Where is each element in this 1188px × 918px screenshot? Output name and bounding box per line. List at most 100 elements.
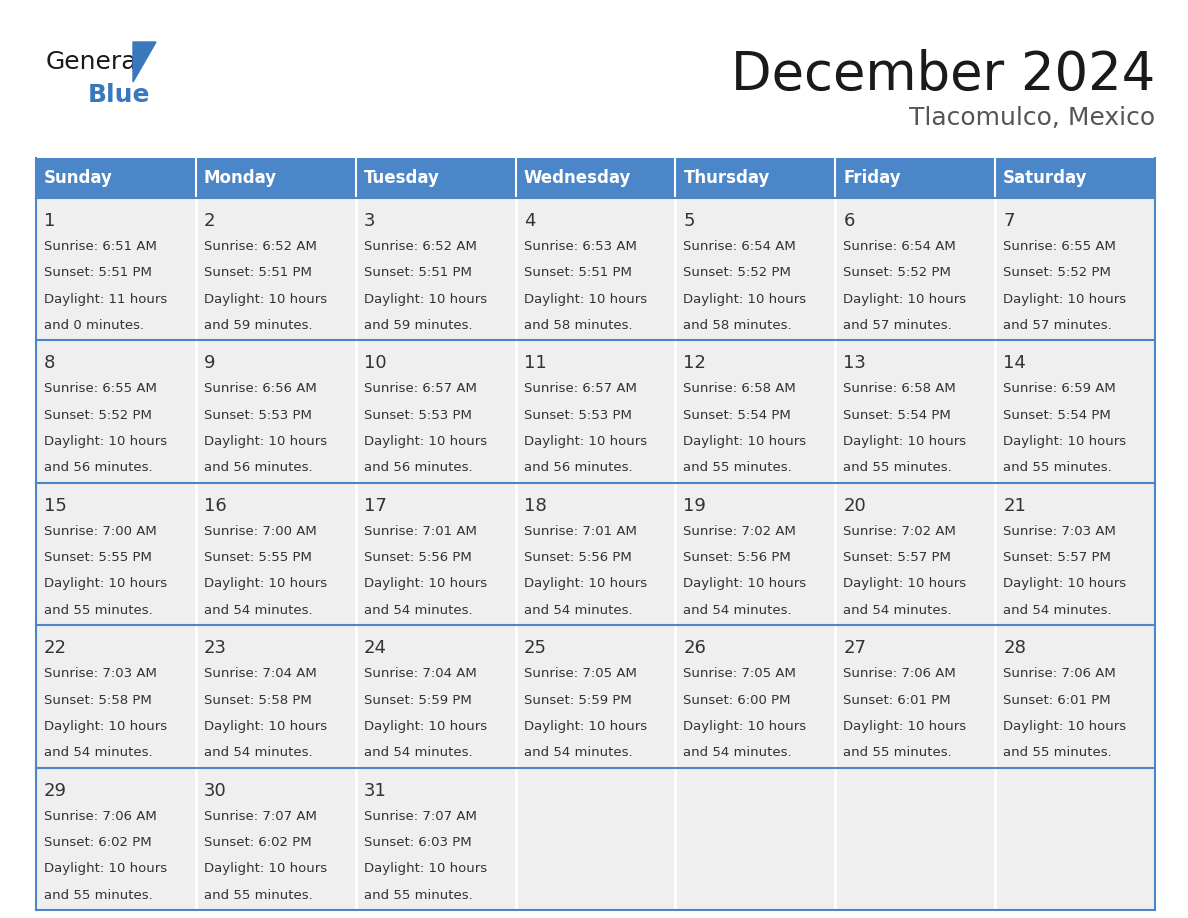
Bar: [196, 483, 355, 625]
Polygon shape: [133, 42, 156, 82]
Text: Sunset: 5:52 PM: Sunset: 5:52 PM: [1003, 266, 1111, 279]
Text: Tlacomulco, Mexico: Tlacomulco, Mexico: [909, 106, 1155, 130]
Text: 13: 13: [843, 354, 866, 373]
Text: Sunset: 5:51 PM: Sunset: 5:51 PM: [204, 266, 311, 279]
Text: Sunset: 5:58 PM: Sunset: 5:58 PM: [204, 693, 311, 707]
Text: Sunset: 5:55 PM: Sunset: 5:55 PM: [44, 551, 152, 565]
Text: 31: 31: [364, 781, 386, 800]
Text: Sunset: 5:55 PM: Sunset: 5:55 PM: [204, 551, 311, 565]
Text: Sunset: 6:01 PM: Sunset: 6:01 PM: [843, 693, 950, 707]
Text: Sunrise: 6:56 AM: Sunrise: 6:56 AM: [204, 383, 317, 396]
Bar: [996, 158, 1155, 198]
Bar: [676, 483, 835, 625]
Text: 20: 20: [843, 497, 866, 515]
Text: and 0 minutes.: and 0 minutes.: [44, 319, 144, 332]
Text: Daylight: 10 hours: Daylight: 10 hours: [524, 435, 646, 448]
Text: 6: 6: [843, 212, 854, 230]
Text: and 58 minutes.: and 58 minutes.: [524, 319, 632, 332]
Text: Daylight: 10 hours: Daylight: 10 hours: [683, 435, 807, 448]
Text: Sunrise: 7:00 AM: Sunrise: 7:00 AM: [44, 525, 157, 538]
Text: Sunrise: 6:52 AM: Sunrise: 6:52 AM: [364, 240, 476, 253]
Text: 2: 2: [204, 212, 215, 230]
Text: Daylight: 10 hours: Daylight: 10 hours: [683, 720, 807, 733]
Text: Sunrise: 7:06 AM: Sunrise: 7:06 AM: [1003, 667, 1116, 680]
Text: and 59 minutes.: and 59 minutes.: [364, 319, 473, 332]
Bar: [835, 198, 996, 341]
Text: Sunrise: 7:06 AM: Sunrise: 7:06 AM: [843, 667, 956, 680]
Text: Sunset: 5:53 PM: Sunset: 5:53 PM: [524, 409, 632, 421]
Text: Sunset: 5:54 PM: Sunset: 5:54 PM: [843, 409, 952, 421]
Text: Daylight: 10 hours: Daylight: 10 hours: [204, 577, 327, 590]
Text: Sunset: 5:52 PM: Sunset: 5:52 PM: [44, 409, 152, 421]
Text: Daylight: 10 hours: Daylight: 10 hours: [364, 720, 487, 733]
Text: Wednesday: Wednesday: [524, 169, 631, 187]
Text: and 54 minutes.: and 54 minutes.: [843, 604, 952, 617]
Text: Sunrise: 6:59 AM: Sunrise: 6:59 AM: [1003, 383, 1116, 396]
Text: Sunset: 5:57 PM: Sunset: 5:57 PM: [843, 551, 952, 565]
Text: and 58 minutes.: and 58 minutes.: [683, 319, 792, 332]
Bar: [196, 198, 355, 341]
Text: Sunrise: 6:58 AM: Sunrise: 6:58 AM: [683, 383, 796, 396]
Bar: [835, 625, 996, 767]
Text: 28: 28: [1003, 639, 1026, 657]
Text: and 57 minutes.: and 57 minutes.: [1003, 319, 1112, 332]
Bar: [36, 198, 196, 341]
Text: Sunset: 5:57 PM: Sunset: 5:57 PM: [1003, 551, 1111, 565]
Text: Sunrise: 6:55 AM: Sunrise: 6:55 AM: [1003, 240, 1116, 253]
Text: 30: 30: [204, 781, 227, 800]
Text: Sunset: 5:52 PM: Sunset: 5:52 PM: [843, 266, 952, 279]
Text: 23: 23: [204, 639, 227, 657]
Text: Sunday: Sunday: [44, 169, 113, 187]
Text: Daylight: 10 hours: Daylight: 10 hours: [364, 862, 487, 875]
Text: and 56 minutes.: and 56 minutes.: [44, 462, 152, 475]
Text: and 57 minutes.: and 57 minutes.: [843, 319, 952, 332]
Text: and 55 minutes.: and 55 minutes.: [204, 889, 312, 901]
Bar: [996, 767, 1155, 910]
Text: and 55 minutes.: and 55 minutes.: [364, 889, 473, 901]
Text: Sunset: 5:53 PM: Sunset: 5:53 PM: [364, 409, 472, 421]
Text: and 55 minutes.: and 55 minutes.: [1003, 462, 1112, 475]
Text: Sunrise: 6:53 AM: Sunrise: 6:53 AM: [524, 240, 637, 253]
Text: Daylight: 10 hours: Daylight: 10 hours: [843, 435, 966, 448]
Text: Daylight: 10 hours: Daylight: 10 hours: [1003, 577, 1126, 590]
Text: Daylight: 10 hours: Daylight: 10 hours: [1003, 435, 1126, 448]
Text: and 56 minutes.: and 56 minutes.: [524, 462, 632, 475]
Text: Daylight: 10 hours: Daylight: 10 hours: [204, 862, 327, 875]
Bar: [835, 767, 996, 910]
Bar: [36, 158, 196, 198]
Text: Daylight: 11 hours: Daylight: 11 hours: [44, 293, 168, 306]
Bar: [36, 767, 196, 910]
Bar: [996, 625, 1155, 767]
Bar: [835, 483, 996, 625]
Text: 16: 16: [204, 497, 227, 515]
Bar: [516, 625, 676, 767]
Bar: [196, 625, 355, 767]
Text: General: General: [46, 50, 145, 74]
Text: 24: 24: [364, 639, 387, 657]
Text: Thursday: Thursday: [683, 169, 770, 187]
Text: 22: 22: [44, 639, 67, 657]
Text: Daylight: 10 hours: Daylight: 10 hours: [843, 293, 966, 306]
Bar: [996, 341, 1155, 483]
Text: and 56 minutes.: and 56 minutes.: [204, 462, 312, 475]
Text: 3: 3: [364, 212, 375, 230]
Bar: [676, 158, 835, 198]
Text: Sunset: 5:59 PM: Sunset: 5:59 PM: [364, 693, 472, 707]
Bar: [36, 341, 196, 483]
Text: Sunrise: 7:01 AM: Sunrise: 7:01 AM: [364, 525, 476, 538]
Text: Daylight: 10 hours: Daylight: 10 hours: [44, 435, 168, 448]
Text: Sunrise: 7:06 AM: Sunrise: 7:06 AM: [44, 810, 157, 823]
Text: 19: 19: [683, 497, 707, 515]
Text: and 54 minutes.: and 54 minutes.: [44, 746, 152, 759]
Text: Sunrise: 7:03 AM: Sunrise: 7:03 AM: [1003, 525, 1116, 538]
Text: 10: 10: [364, 354, 386, 373]
Text: Sunset: 6:03 PM: Sunset: 6:03 PM: [364, 836, 472, 849]
Text: 1: 1: [44, 212, 56, 230]
Text: 8: 8: [44, 354, 56, 373]
Text: Daylight: 10 hours: Daylight: 10 hours: [364, 435, 487, 448]
Text: Daylight: 10 hours: Daylight: 10 hours: [843, 720, 966, 733]
Text: Sunset: 5:52 PM: Sunset: 5:52 PM: [683, 266, 791, 279]
Bar: [355, 767, 516, 910]
Text: Daylight: 10 hours: Daylight: 10 hours: [843, 577, 966, 590]
Text: 11: 11: [524, 354, 546, 373]
